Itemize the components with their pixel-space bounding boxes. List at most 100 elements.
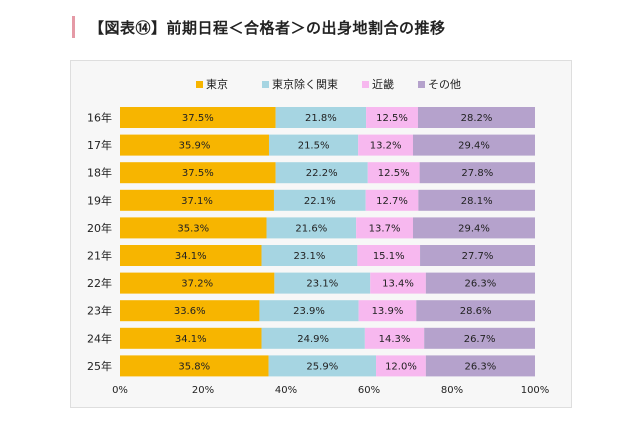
- bar-segment: [120, 327, 262, 349]
- bar-segment: [416, 300, 535, 322]
- data-label: 28.2%: [461, 113, 493, 124]
- bar-segment: [425, 272, 535, 294]
- bar-segment: [120, 107, 276, 128]
- legend-label: その他: [428, 78, 461, 91]
- data-label: 22.2%: [306, 168, 338, 179]
- data-label: 37.1%: [181, 196, 213, 207]
- bar-segment: [261, 245, 358, 266]
- data-label: 12.7%: [376, 196, 408, 207]
- tick-label: 0%: [112, 385, 128, 396]
- data-label: 23.1%: [294, 251, 326, 262]
- category-axis: 16年 17年 18年 19年 20年 21年 22年 23年 24年 25年: [87, 111, 112, 373]
- value-axis: 0% 20% 40% 60% 80% 100%: [112, 385, 549, 396]
- category-label: 19年: [87, 193, 112, 207]
- category-label: 17年: [87, 138, 112, 152]
- data-label: 26.3%: [465, 361, 497, 372]
- bar-segment: [419, 162, 535, 184]
- bar-segment: [120, 245, 262, 266]
- data-label: 28.6%: [460, 306, 492, 317]
- bar-segment: [120, 300, 260, 322]
- data-label: 13.7%: [369, 223, 401, 234]
- data-label: 37.5%: [182, 113, 214, 124]
- bar-segment: [120, 272, 275, 294]
- data-label: 29.4%: [458, 223, 490, 234]
- bar-segment: [367, 162, 420, 184]
- category-label: 18年: [87, 166, 112, 180]
- legend-label: 近畿: [372, 77, 394, 91]
- bar-segment: [365, 189, 419, 211]
- data-label: 34.1%: [175, 251, 207, 262]
- bar-segment: [357, 245, 421, 266]
- bar-segment: [274, 272, 371, 294]
- legend-label: 東京: [206, 77, 228, 91]
- data-label: 21.5%: [298, 141, 330, 152]
- data-label: 34.1%: [175, 334, 207, 345]
- bar-segment: [275, 107, 367, 128]
- data-label: 21.6%: [295, 223, 327, 234]
- bar-segment: [266, 217, 357, 239]
- bar-segment: [418, 189, 535, 211]
- data-label: 35.9%: [179, 141, 211, 152]
- bar-segment: [376, 355, 426, 377]
- tick-label: 80%: [441, 385, 463, 396]
- bar-segment: [120, 162, 276, 184]
- data-label: 33.6%: [174, 306, 206, 317]
- bar-segment: [420, 245, 535, 266]
- tick-label: 100%: [521, 385, 550, 396]
- category-label: 22年: [87, 276, 112, 290]
- bar-segment: [425, 355, 535, 377]
- data-label: 35.8%: [178, 361, 210, 372]
- data-label: 23.1%: [306, 279, 338, 290]
- legend-label: 東京除く関東: [272, 77, 338, 91]
- bar-segment: [424, 327, 535, 349]
- data-label: 13.9%: [372, 306, 404, 317]
- legend-swatch: [196, 81, 203, 88]
- bar-segment: [120, 134, 269, 156]
- chart-heading: 【図表⑭】前期日程＜合格者＞の出身地割合の推移: [72, 14, 446, 40]
- category-label: 23年: [87, 304, 112, 318]
- bar-segment: [358, 134, 413, 156]
- data-label: 35.3%: [177, 223, 209, 234]
- bar-segment: [273, 189, 366, 211]
- data-label: 24.9%: [297, 334, 329, 345]
- tick-label: 40%: [275, 385, 297, 396]
- data-label: 37.5%: [182, 168, 214, 179]
- data-label: 14.3%: [379, 334, 411, 345]
- bar-segment: [261, 327, 365, 349]
- category-label: 20年: [87, 221, 112, 235]
- data-label: 21.8%: [305, 113, 337, 124]
- category-label: 16年: [87, 111, 112, 125]
- data-label: 28.1%: [461, 196, 493, 207]
- bar-segment: [417, 107, 535, 128]
- data-label: 26.7%: [464, 334, 496, 345]
- bar-segment: [358, 300, 417, 322]
- category-label: 25年: [87, 359, 112, 373]
- bar-segment: [412, 134, 535, 156]
- bar-segment: [120, 189, 274, 211]
- data-label: 37.2%: [181, 279, 213, 290]
- bar-segment: [356, 217, 413, 239]
- bar-segment: [268, 134, 359, 156]
- chart-legend: 東京 東京除く関東 近畿 その他: [196, 77, 461, 91]
- data-label: 12.5%: [376, 113, 408, 124]
- data-label: 13.2%: [370, 141, 402, 152]
- tick-label: 20%: [192, 385, 214, 396]
- data-label: 26.3%: [465, 279, 497, 290]
- data-label: 12.5%: [378, 168, 410, 179]
- bar-segment: [120, 217, 267, 239]
- category-label: 24年: [87, 331, 112, 345]
- data-label: 12.0%: [385, 361, 417, 372]
- bar-segment: [412, 217, 535, 239]
- bar-segment: [120, 355, 269, 377]
- bar-area: 37.5% 21.8% 12.5% 28.2% 35.9% 21.5% 13.2% 29.4%…: [120, 107, 535, 377]
- heading-accent-bar: [72, 16, 75, 38]
- data-label: 22.1%: [304, 196, 336, 207]
- data-label: 27.8%: [461, 168, 493, 179]
- bar-segment: [366, 107, 418, 128]
- data-label: 27.7%: [462, 251, 494, 262]
- data-label: 23.9%: [293, 306, 325, 317]
- bar-segment: [364, 327, 425, 349]
- category-label: 21年: [87, 249, 112, 263]
- bar-segment: [268, 355, 377, 377]
